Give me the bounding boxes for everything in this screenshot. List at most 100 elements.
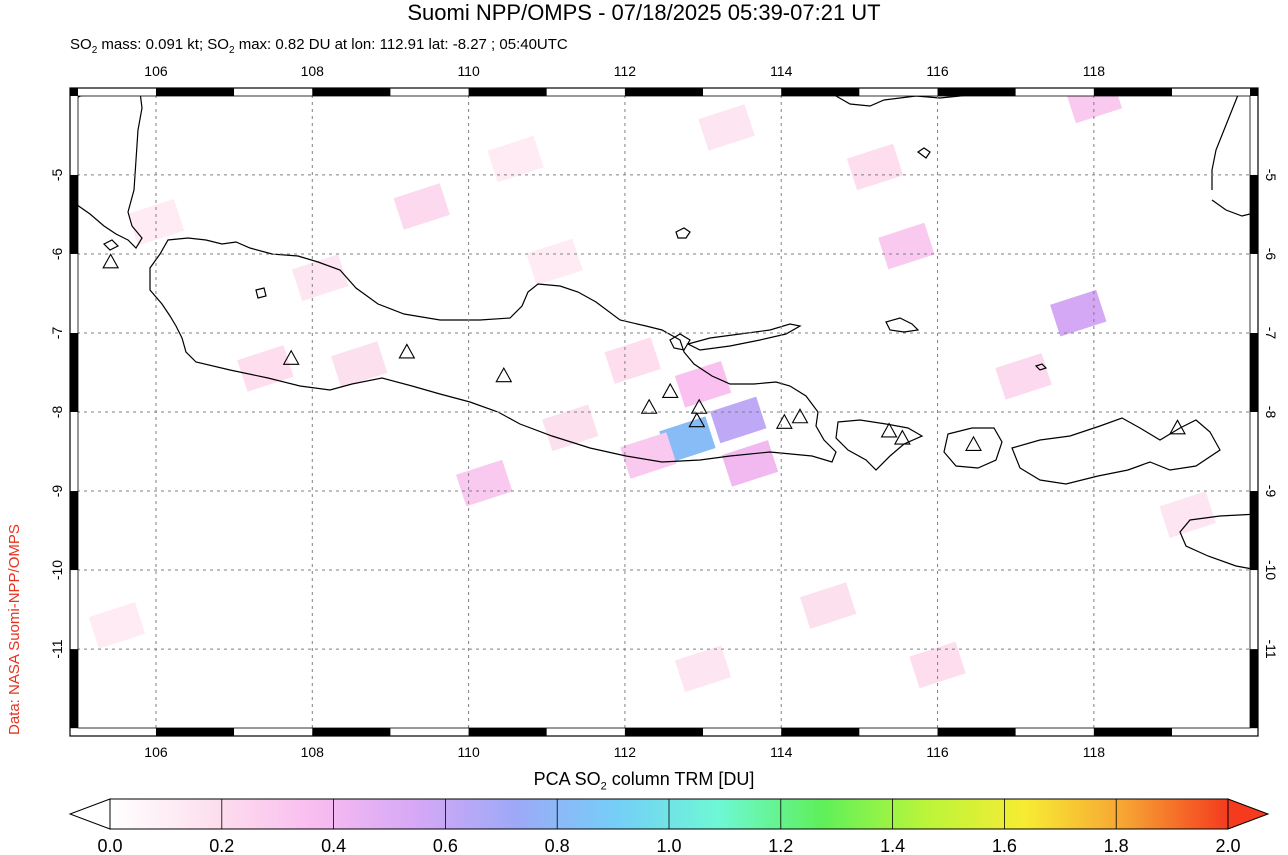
volcano-marker-3: [495, 367, 513, 383]
frame-bar-right: [1250, 728, 1258, 736]
frame-bar-right: [1250, 649, 1258, 729]
lon-tick-top-4: 114: [770, 63, 793, 79]
lon-tick-bottom-1: 108: [301, 744, 325, 760]
colorbar-title: PCA SO2 column TRM [DU]: [533, 769, 755, 793]
frame-bar-right: [1250, 412, 1258, 492]
coast-sumba: [1179, 513, 1258, 571]
so2-cell-10: [878, 222, 935, 270]
coast-surabaya: [669, 333, 691, 351]
so2-summary: SO2 mass: 0.091 kt; SO2 max: 0.82 DU at …: [70, 36, 568, 56]
frame-bar-bottom: [312, 728, 391, 736]
so2-cell-8: [542, 404, 599, 452]
colorbar-label-6: 1.2: [768, 836, 793, 855]
frame-bar-left: [70, 491, 78, 571]
coast-madura: [686, 323, 802, 351]
lat-tick-right-5: -10: [1263, 560, 1279, 580]
lon-tick-bottom-4: 114: [770, 744, 793, 760]
so2-cell-12: [995, 353, 1052, 400]
lon-tick-top-3: 112: [614, 63, 637, 79]
colorbar: 0.0 0.2 0.4 0.6 0.8 1.0 1.2 1.4 1.6 1.8 2.0: [68, 798, 1270, 855]
so2-cell-16: [846, 143, 904, 191]
volcano-markers: [102, 253, 1186, 451]
coast-islet-b: [255, 287, 267, 299]
frame-bar-bottom: [859, 728, 938, 736]
frame-bar-top: [781, 88, 860, 96]
so2-cell-5: [604, 337, 661, 384]
lon-tick-bottom-2: 110: [457, 744, 480, 760]
axis-tick-labels: 106 106 108 108 110 110 112 112 114 114 116 116 118 1…: [49, 63, 1279, 760]
frame-bar-left: [70, 95, 78, 175]
colorbar-label-10: 2.0: [1215, 836, 1240, 855]
so2-layer: [88, 88, 1216, 693]
frame-bar-bottom: [1172, 728, 1251, 736]
so2-cell-18: [331, 341, 388, 388]
frame-bar-bottom: [781, 728, 860, 736]
lat-tick-right-4: -9: [1263, 485, 1279, 498]
frame-bar-top: [703, 88, 782, 96]
lat-tick-left-3: -8: [49, 406, 65, 419]
lat-tick-right-6: -11: [1263, 639, 1279, 658]
volcano-marker-5: [661, 382, 679, 399]
frame-bar-top: [312, 88, 391, 96]
frame-bar-right: [1250, 570, 1258, 650]
volcano-marker-7: [688, 412, 706, 428]
so2-cell-23: [1159, 491, 1216, 538]
coast-islet-d: [1034, 363, 1048, 371]
colorbar-label-9: 1.8: [1104, 836, 1129, 855]
so2-cell-13: [674, 645, 732, 693]
volcano-marker-9: [791, 408, 809, 424]
frame-bar-right: [1250, 491, 1258, 571]
frame-bar-right: [1250, 88, 1258, 96]
lon-tick-top-6: 118: [1083, 63, 1106, 79]
colorbar-label-4: 0.8: [545, 836, 570, 855]
frame-bar-right: [1250, 95, 1258, 175]
colorbar-min-arrow: [68, 798, 111, 830]
frame-bar-top: [234, 88, 313, 96]
so2-cell-20: [88, 602, 146, 649]
colorbar-label-8: 1.6: [992, 836, 1017, 855]
so2-cell-6: [456, 459, 513, 507]
frame-bar-bottom: [77, 728, 156, 736]
frame-bar-top: [859, 88, 938, 96]
frame-bar-left: [70, 649, 78, 729]
frame-bar-top: [937, 88, 1016, 96]
volcano-marker-10: [880, 422, 898, 438]
frame-bar-bottom: [390, 728, 469, 736]
frame-bar-left: [70, 570, 78, 650]
so2-cell-4: [620, 432, 677, 479]
frame-bar-right: [1250, 332, 1258, 412]
frame-bar-left: [70, 253, 78, 333]
lon-tick-top-0: 106: [144, 63, 168, 79]
so2-cell-0: [659, 416, 716, 463]
lat-tick-left-2: -7: [49, 327, 65, 340]
lat-tick-left-5: -10: [49, 560, 65, 580]
so2-cell-14: [799, 582, 857, 629]
colorbar-label-2: 0.4: [321, 836, 346, 855]
frame-bar-bottom: [703, 728, 782, 736]
frame-bar-bottom: [624, 728, 704, 736]
colorbar-label-1: 0.2: [209, 836, 234, 855]
lat-tick-left-4: -9: [49, 485, 65, 498]
frame-bar-bottom: [1093, 728, 1173, 736]
frame-bar-left: [70, 412, 78, 492]
lon-tick-bottom-5: 116: [926, 744, 949, 760]
coast-lombok: [943, 427, 1003, 469]
so2-cell-3: [721, 440, 779, 487]
volcano-marker-0: [102, 253, 120, 269]
gridlines: [70, 88, 1258, 736]
so2-cell-25: [526, 238, 583, 286]
so2-cell-17: [237, 345, 294, 392]
colorbar-label-5: 1.0: [656, 836, 681, 855]
lon-tick-bottom-6: 118: [1083, 744, 1106, 760]
volcano-marker-4: [640, 398, 658, 414]
lon-tick-top-1: 108: [301, 63, 325, 79]
frame-bar-top: [390, 88, 469, 96]
colorbar-max-arrow: [1227, 798, 1270, 830]
frame-bar-bottom: [546, 728, 625, 736]
so2-cell-1: [710, 396, 767, 444]
lat-tick-right-1: -6: [1263, 248, 1279, 261]
so2-cell-24: [291, 254, 349, 301]
so2-cell-7: [393, 183, 450, 230]
volcano-marker-8: [775, 413, 793, 429]
